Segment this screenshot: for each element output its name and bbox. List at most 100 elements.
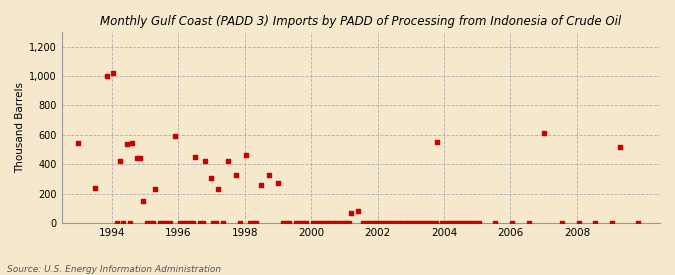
Point (473, 221, 484, 225)
Point (256, 183, 267, 187)
Point (387, 221, 398, 225)
Point (244, 221, 255, 225)
Point (134, 156, 145, 161)
Point (273, 181, 284, 186)
Point (234, 221, 245, 225)
Point (131, 155, 142, 160)
Point (437, 221, 448, 225)
Point (464, 221, 475, 225)
Point (144, 221, 155, 225)
Point (165, 221, 176, 225)
Point (108, 71, 119, 75)
Point (194, 221, 205, 225)
Point (557, 221, 568, 225)
Point (148, 221, 159, 225)
Point (213, 187, 223, 191)
Point (523, 221, 534, 225)
Point (199, 158, 210, 163)
Point (424, 221, 435, 225)
Point (427, 221, 438, 225)
Point (300, 221, 311, 225)
Point (450, 221, 461, 225)
Point (211, 221, 221, 225)
Point (118, 221, 129, 225)
Point (364, 221, 375, 225)
Point (217, 221, 228, 225)
Point (122, 142, 132, 146)
Point (400, 221, 411, 225)
Point (381, 221, 392, 225)
Point (390, 221, 401, 225)
Point (417, 221, 428, 225)
Point (223, 159, 234, 164)
Point (334, 221, 345, 225)
Point (467, 221, 478, 225)
Point (443, 221, 454, 225)
Point (590, 221, 601, 225)
Point (317, 221, 328, 225)
Point (615, 145, 626, 150)
Point (73, 141, 84, 145)
Title: Monthly Gulf Coast (PADD 3) Imports by PADD of Processing from Indonesia of Crud: Monthly Gulf Coast (PADD 3) Imports by P… (101, 15, 622, 28)
Point (346, 211, 356, 215)
Point (141, 221, 152, 225)
Point (374, 221, 385, 225)
Point (470, 221, 481, 225)
Point (507, 221, 518, 225)
Point (414, 221, 425, 225)
Point (633, 221, 644, 225)
Point (490, 221, 501, 225)
Point (357, 221, 368, 225)
Point (251, 221, 262, 225)
Point (126, 141, 137, 145)
Point (344, 221, 354, 225)
Point (161, 221, 172, 225)
Point (340, 221, 351, 225)
Point (188, 221, 198, 225)
Point (432, 140, 443, 144)
Point (307, 221, 318, 225)
Point (111, 221, 122, 225)
Point (138, 199, 148, 203)
Point (198, 221, 209, 225)
Point (294, 221, 305, 225)
Point (421, 221, 431, 225)
Point (297, 221, 308, 225)
Point (454, 221, 464, 225)
Point (206, 175, 217, 180)
Point (573, 221, 584, 225)
Point (384, 221, 395, 225)
Point (174, 221, 185, 225)
Point (394, 221, 404, 225)
Point (124, 221, 135, 225)
Point (404, 221, 414, 225)
Point (291, 221, 302, 225)
Point (115, 158, 126, 163)
Point (169, 134, 180, 139)
Point (281, 221, 292, 225)
Point (264, 173, 275, 178)
Point (155, 221, 165, 225)
Point (407, 221, 418, 225)
Point (338, 221, 348, 225)
Text: Source: U.S. Energy Information Administration: Source: U.S. Energy Information Administ… (7, 265, 221, 274)
Point (90, 186, 101, 190)
Point (178, 221, 188, 225)
Point (331, 221, 342, 225)
Point (231, 173, 242, 178)
Point (310, 221, 321, 225)
Point (397, 221, 408, 225)
Point (241, 153, 252, 157)
Point (184, 221, 195, 225)
Point (371, 221, 381, 225)
Point (284, 221, 295, 225)
Point (149, 187, 160, 191)
Point (321, 221, 331, 225)
Point (430, 221, 441, 225)
Point (158, 221, 169, 225)
Point (457, 221, 468, 225)
Point (277, 221, 288, 225)
Point (606, 221, 617, 225)
Point (410, 221, 421, 225)
Point (327, 221, 338, 225)
